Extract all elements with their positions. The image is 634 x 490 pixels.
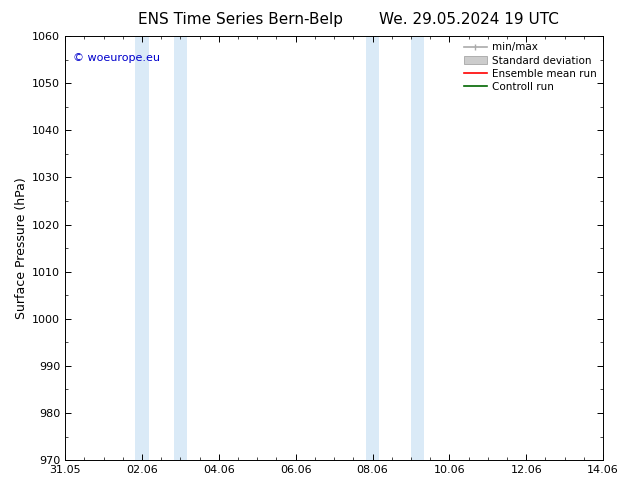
Bar: [366, 36, 379, 460]
Text: We. 29.05.2024 19 UTC: We. 29.05.2024 19 UTC: [379, 12, 559, 27]
Text: ENS Time Series Bern-Belp: ENS Time Series Bern-Belp: [138, 12, 344, 27]
Text: © woeurope.eu: © woeurope.eu: [73, 53, 160, 63]
Bar: [174, 36, 187, 460]
Bar: [136, 36, 148, 460]
Y-axis label: Surface Pressure (hPa): Surface Pressure (hPa): [15, 177, 28, 319]
Bar: [411, 36, 424, 460]
Legend: min/max, Standard deviation, Ensemble mean run, Controll run: min/max, Standard deviation, Ensemble me…: [460, 38, 601, 96]
